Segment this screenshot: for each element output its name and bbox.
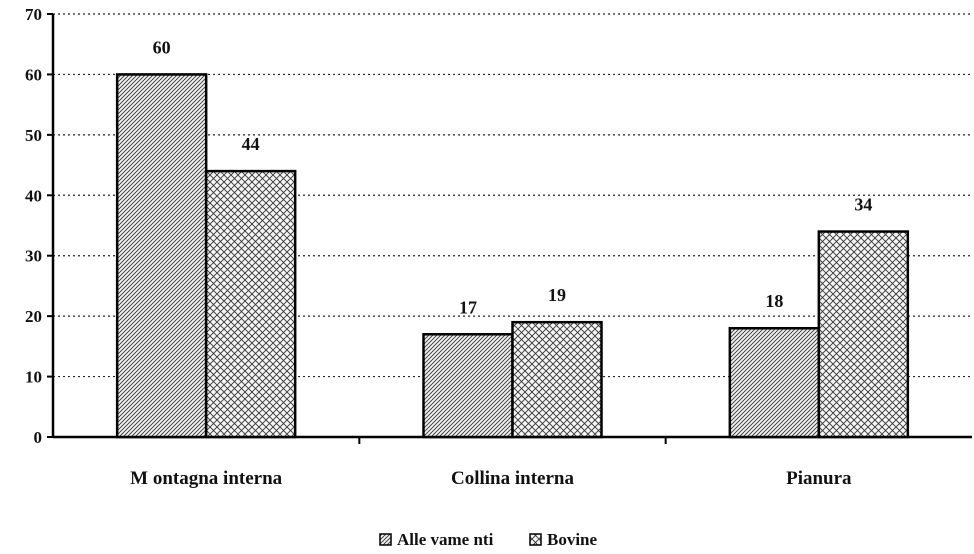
y-tick-label: 60 — [25, 65, 42, 84]
y-tick-label: 20 — [25, 307, 42, 326]
bar-bovine — [817, 230, 910, 439]
bar-allevamenti — [728, 326, 821, 439]
x-tick-label: M ontagna interna — [130, 468, 283, 489]
bars — [115, 73, 910, 439]
data-label: 19 — [548, 285, 566, 305]
axes: 0 10 20 30 40 50 60 70 M ontagna interna Collina … — [25, 5, 972, 489]
data-labels: 60 44 17 19 18 34 — [153, 37, 873, 317]
y-tick-label: 0 — [34, 428, 43, 447]
legend-allevamenti-swatch — [379, 533, 392, 546]
x-tick-label: Pianura — [786, 468, 852, 489]
data-label: 44 — [242, 134, 260, 154]
y-tick-label: 30 — [25, 247, 42, 266]
bar-bovine — [204, 169, 297, 439]
y-tick-label: 40 — [25, 186, 42, 205]
bar-bovine — [511, 320, 603, 439]
legend-bovine-swatch — [529, 533, 542, 546]
legend: Alle vame nti Bovine — [379, 530, 598, 549]
x-tick-label: Collina interna — [451, 468, 574, 489]
y-tick-label: 10 — [25, 368, 42, 387]
data-label: 60 — [153, 37, 171, 57]
data-label: 17 — [459, 297, 477, 317]
bar-allevamenti — [422, 333, 514, 439]
legend-allevamenti-label: Alle vame nti — [397, 530, 494, 549]
data-label: 18 — [765, 291, 783, 311]
y-tick-label: 70 — [25, 5, 42, 24]
y-tick-label: 50 — [25, 126, 42, 145]
legend-bovine-label: Bovine — [547, 530, 598, 549]
bar-allevamenti — [115, 73, 208, 439]
data-label: 34 — [854, 195, 872, 215]
